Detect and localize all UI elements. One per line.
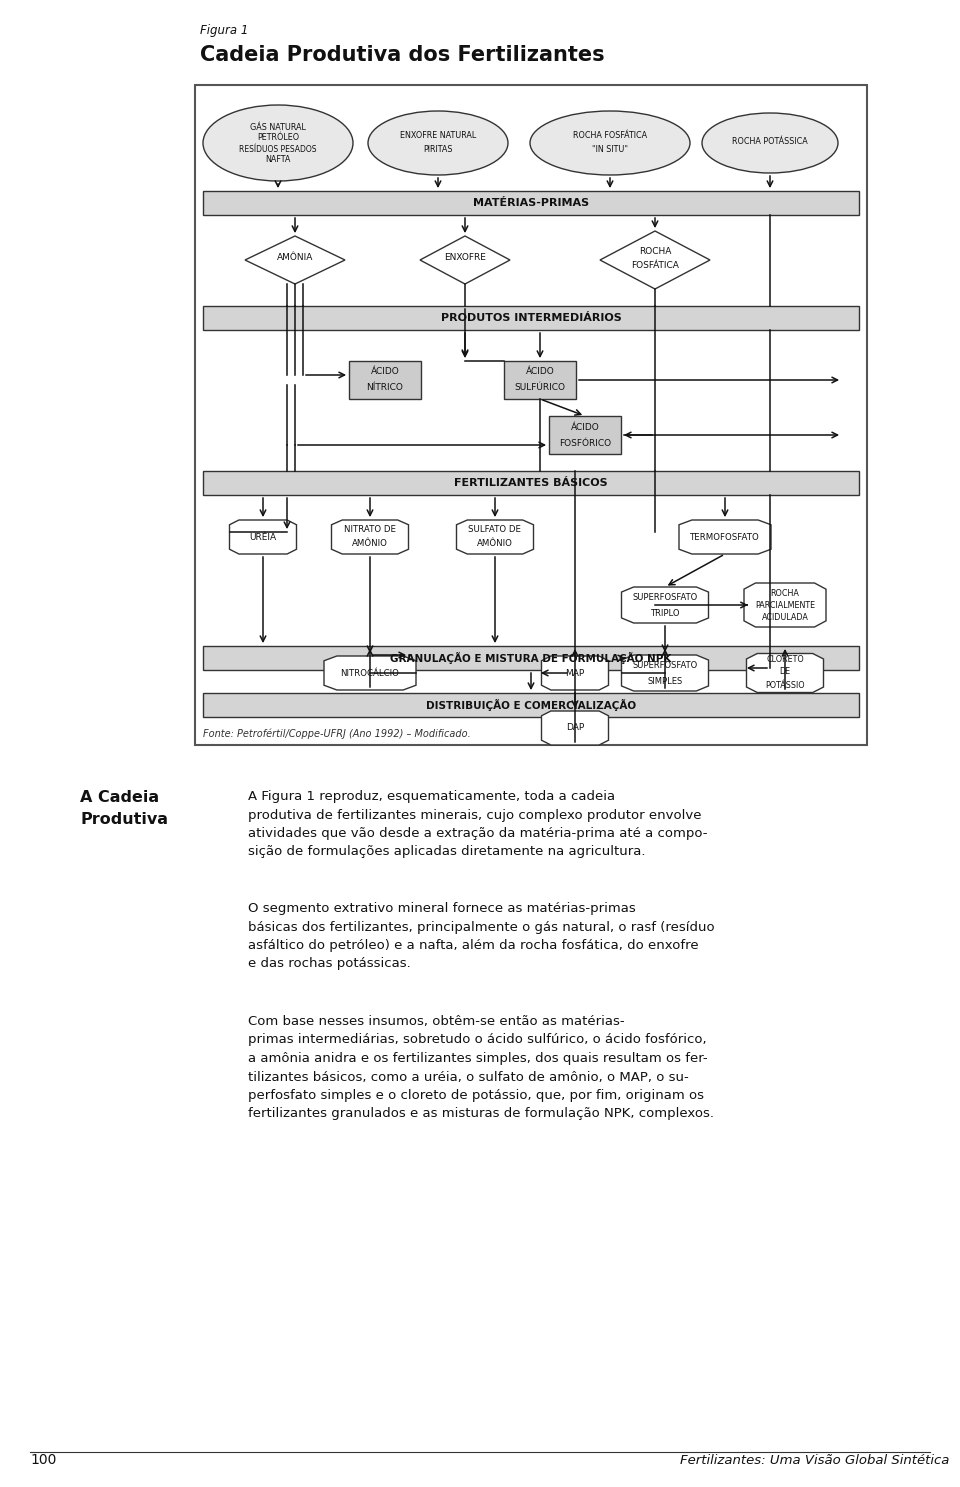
Text: Figura 1: Figura 1 <box>200 24 249 37</box>
Text: PARCIALMENTE: PARCIALMENTE <box>755 601 815 610</box>
Polygon shape <box>245 236 345 284</box>
Text: ÁCIDO: ÁCIDO <box>570 422 599 431</box>
Text: PETRÓLEO: PETRÓLEO <box>257 134 300 143</box>
Text: NITRATO DE: NITRATO DE <box>344 525 396 534</box>
Text: TERMOFOSFATO: TERMOFOSFATO <box>690 532 760 541</box>
FancyBboxPatch shape <box>203 471 859 495</box>
FancyBboxPatch shape <box>504 361 576 399</box>
Polygon shape <box>621 654 708 691</box>
Polygon shape <box>420 236 510 284</box>
Text: NÍTRICO: NÍTRICO <box>367 384 403 393</box>
Text: GRANULAÇÃO E MISTURA DE FORMULAÇÃO NPK: GRANULAÇÃO E MISTURA DE FORMULAÇÃO NPK <box>391 651 672 665</box>
FancyBboxPatch shape <box>203 693 859 717</box>
FancyBboxPatch shape <box>203 645 859 671</box>
Text: RESÍDUOS PESADOS: RESÍDUOS PESADOS <box>239 144 317 153</box>
Text: MAP: MAP <box>565 669 585 678</box>
FancyBboxPatch shape <box>195 85 867 745</box>
Text: FERTILIZANTES BÁSICOS: FERTILIZANTES BÁSICOS <box>454 477 608 488</box>
Text: Produtiva: Produtiva <box>80 812 168 827</box>
Polygon shape <box>331 520 409 555</box>
Text: SIMPLES: SIMPLES <box>647 677 683 686</box>
Text: GÁS NATURAL: GÁS NATURAL <box>250 122 306 131</box>
Polygon shape <box>324 656 416 690</box>
Text: MATÉRIAS-PRIMAS: MATÉRIAS-PRIMAS <box>473 198 589 208</box>
Text: ÁCIDO: ÁCIDO <box>371 367 399 376</box>
FancyBboxPatch shape <box>549 416 621 454</box>
Polygon shape <box>747 653 824 693</box>
Text: A Figura 1 reproduz, esquematicamente, toda a cadeia
produtiva de fertilizantes : A Figura 1 reproduz, esquematicamente, t… <box>248 790 708 858</box>
Polygon shape <box>621 587 708 623</box>
Text: POTÁSSIO: POTÁSSIO <box>765 681 804 690</box>
FancyBboxPatch shape <box>349 361 421 399</box>
Polygon shape <box>541 711 609 745</box>
Text: DE: DE <box>780 668 791 677</box>
FancyBboxPatch shape <box>203 306 859 330</box>
Text: PRODUTOS INTERMEDIÁRIOS: PRODUTOS INTERMEDIÁRIOS <box>441 312 621 323</box>
Text: ENXOFRE: ENXOFRE <box>444 253 486 263</box>
Text: PIRITAS: PIRITAS <box>423 144 453 153</box>
Text: ACIDULADA: ACIDULADA <box>761 613 808 622</box>
Polygon shape <box>600 230 710 288</box>
Text: AMÔNIA: AMÔNIA <box>276 253 313 263</box>
Text: Cadeia Produtiva dos Fertilizantes: Cadeia Produtiva dos Fertilizantes <box>200 45 605 65</box>
Text: FOSFÁTICA: FOSFÁTICA <box>631 262 679 271</box>
Text: AMÔNIO: AMÔNIO <box>352 540 388 549</box>
Text: TRIPLO: TRIPLO <box>650 608 680 617</box>
Text: 100: 100 <box>30 1453 57 1468</box>
Text: SULFÚRICO: SULFÚRICO <box>515 384 565 393</box>
Text: ÁCIDO: ÁCIDO <box>526 367 554 376</box>
Text: SUPERFOSFATO: SUPERFOSFATO <box>633 592 698 602</box>
Polygon shape <box>457 520 534 555</box>
Text: NAFTA: NAFTA <box>265 156 291 165</box>
Polygon shape <box>229 520 297 555</box>
Polygon shape <box>679 520 771 555</box>
Text: ROCHA FOSFÁTICA: ROCHA FOSFÁTICA <box>573 131 647 140</box>
Text: URÉIA: URÉIA <box>250 532 276 541</box>
Ellipse shape <box>368 112 508 175</box>
Text: ROCHA: ROCHA <box>771 589 800 598</box>
Text: ROCHA: ROCHA <box>638 247 671 256</box>
FancyBboxPatch shape <box>203 190 859 216</box>
Text: CLORETO: CLORETO <box>766 656 804 665</box>
Text: DAP: DAP <box>565 724 584 733</box>
Text: Com base nesses insumos, obtêm-se então as matérias-
primas intermediárias, sobr: Com base nesses insumos, obtêm-se então … <box>248 1016 714 1121</box>
Text: Fonte: Petrofértil/Coppe-UFRJ (Ano 1992) – Modificado.: Fonte: Petrofértil/Coppe-UFRJ (Ano 1992)… <box>203 729 470 739</box>
Ellipse shape <box>702 113 838 172</box>
Text: ROCHA POTÁSSICA: ROCHA POTÁSSICA <box>732 137 808 146</box>
Text: ENXOFRE NATURAL: ENXOFRE NATURAL <box>400 131 476 140</box>
Text: NITROCÁLCIO: NITROCÁLCIO <box>341 669 399 678</box>
Ellipse shape <box>530 112 690 175</box>
Text: DISTRIBUIÇÃO E COMERCIALIZAÇÃO: DISTRIBUIÇÃO E COMERCIALIZAÇÃO <box>426 699 636 711</box>
Text: A Cadeia: A Cadeia <box>80 790 159 804</box>
Text: "IN SITU": "IN SITU" <box>592 144 628 153</box>
Polygon shape <box>541 656 609 690</box>
Text: Fertilizantes: Uma Visão Global Sintética: Fertilizantes: Uma Visão Global Sintétic… <box>680 1454 949 1468</box>
Text: SULFATO DE: SULFATO DE <box>468 525 521 534</box>
Ellipse shape <box>203 106 353 181</box>
Polygon shape <box>744 583 826 628</box>
Text: FOSFÓRICO: FOSFÓRICO <box>559 439 612 448</box>
Text: O segmento extrativo mineral fornece as matérias-primas
básicas dos fertilizante: O segmento extrativo mineral fornece as … <box>248 903 714 971</box>
Text: SUPERFOSFATO: SUPERFOSFATO <box>633 660 698 669</box>
Text: AMÔNIO: AMÔNIO <box>477 540 513 549</box>
